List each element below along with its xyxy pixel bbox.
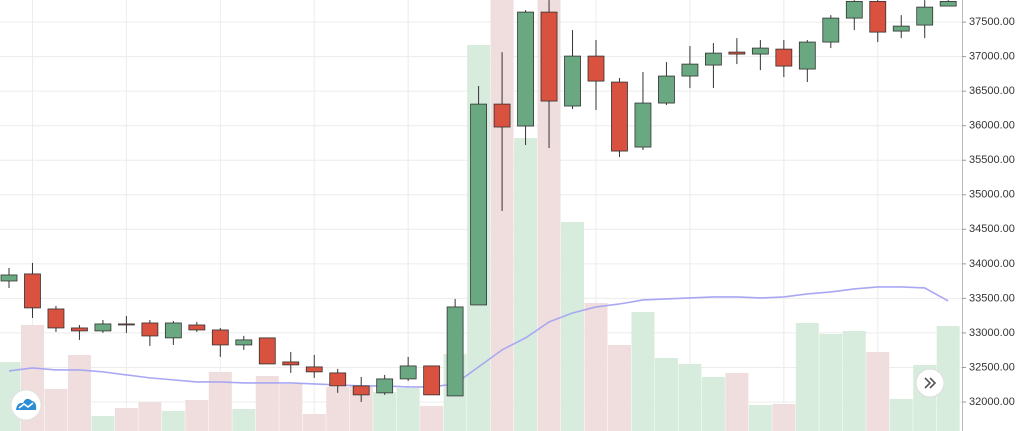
y-tick-label: 36500.00 (969, 85, 1015, 97)
candle-body (446, 306, 464, 397)
candle-body (164, 322, 182, 339)
volume-bar (161, 411, 185, 431)
y-tick-label: 33000.00 (969, 327, 1015, 339)
volume-bar (748, 405, 772, 431)
candle-body (470, 103, 488, 306)
candle-body (775, 48, 793, 67)
candle-body (329, 372, 347, 387)
volume-bar (91, 416, 115, 431)
volume-bar (678, 364, 702, 431)
scroll-right-button[interactable] (915, 368, 945, 398)
candle-body (282, 361, 300, 366)
candle-body (235, 339, 253, 346)
volume-bar (67, 355, 91, 431)
candle-pane (0, 0, 957, 402)
candle-body (845, 0, 863, 19)
candle-body (939, 0, 957, 7)
candle-body (892, 25, 910, 32)
candle-body (540, 11, 558, 102)
candle-body (587, 55, 605, 82)
candle-body (728, 51, 746, 55)
volume-bar (208, 372, 232, 431)
candle-body (24, 273, 41, 309)
volume-bar (114, 408, 138, 431)
candle-body (71, 327, 88, 332)
volume-bar (631, 312, 655, 431)
volume-bar (255, 376, 279, 431)
volume-bar (537, 0, 561, 431)
y-tick-label: 36000.00 (969, 120, 1015, 132)
candle-body (658, 75, 675, 104)
candle-body (352, 385, 370, 396)
candle-body (376, 378, 394, 394)
volume-bar (138, 402, 162, 431)
candle-body (564, 55, 581, 107)
volume-bar (701, 377, 725, 431)
volume-bar (584, 303, 608, 431)
y-tick-label: 37500.00 (969, 16, 1015, 28)
volume-bar (349, 386, 373, 431)
volume-bar (302, 414, 326, 431)
y-tick-label: 32000.00 (969, 396, 1015, 408)
volume-bar (279, 384, 303, 431)
y-tick-label: 34500.00 (969, 223, 1015, 235)
candle-body (305, 366, 323, 373)
volume-bar (561, 222, 585, 431)
candle-body (94, 323, 112, 332)
candle-body (258, 337, 276, 365)
moving-average-line (8, 286, 949, 388)
y-tick-label: 35500.00 (969, 154, 1015, 166)
volume-bar (373, 392, 397, 431)
y-tick-label: 33500.00 (969, 292, 1015, 304)
volume-bar (420, 406, 444, 431)
candle-body (423, 365, 441, 396)
candle-body (118, 323, 135, 326)
y-tick-label: 32500.00 (969, 361, 1015, 373)
candle-body (0, 274, 18, 282)
candle-body (751, 47, 769, 55)
volume-bar (654, 358, 678, 431)
candle-body (399, 365, 417, 380)
candle-body (493, 103, 511, 128)
volume-bar (889, 399, 913, 431)
volume-bar (232, 409, 256, 431)
ma-pane (8, 286, 949, 388)
volume-bar (607, 345, 631, 431)
volume-bar (795, 323, 819, 431)
candle-body (141, 322, 159, 337)
volume-bar (44, 389, 68, 431)
y-tick-label: 35000.00 (969, 189, 1015, 201)
candle-body (188, 324, 206, 331)
volume-bar (725, 373, 749, 431)
candle-body (869, 0, 887, 33)
volume-bar (185, 400, 209, 431)
candle-body (47, 308, 65, 329)
volume-bar (842, 331, 866, 431)
volume-bar (819, 334, 843, 431)
y-tick-label: 37000.00 (969, 51, 1015, 63)
volume-bar (396, 388, 420, 431)
candle-body (822, 17, 840, 43)
volume-bar (772, 404, 796, 431)
volume-bar (936, 326, 960, 431)
candle-body (681, 63, 699, 77)
candle-body (634, 102, 652, 148)
candle-body (798, 41, 816, 70)
volume-bar (866, 352, 890, 431)
candle-body (705, 52, 722, 66)
volume-bar (326, 387, 350, 431)
volume-bar (514, 138, 538, 431)
candle-body (211, 329, 229, 346)
candle-body (611, 81, 628, 152)
price-axis: 32000.00 32500.00 33000.00 33500.00 34000.00… (962, 16, 1015, 408)
logo-button[interactable] (10, 389, 42, 421)
y-tick-label: 34000.00 (969, 258, 1015, 270)
candle-body (517, 11, 534, 127)
candle-body (916, 6, 934, 26)
